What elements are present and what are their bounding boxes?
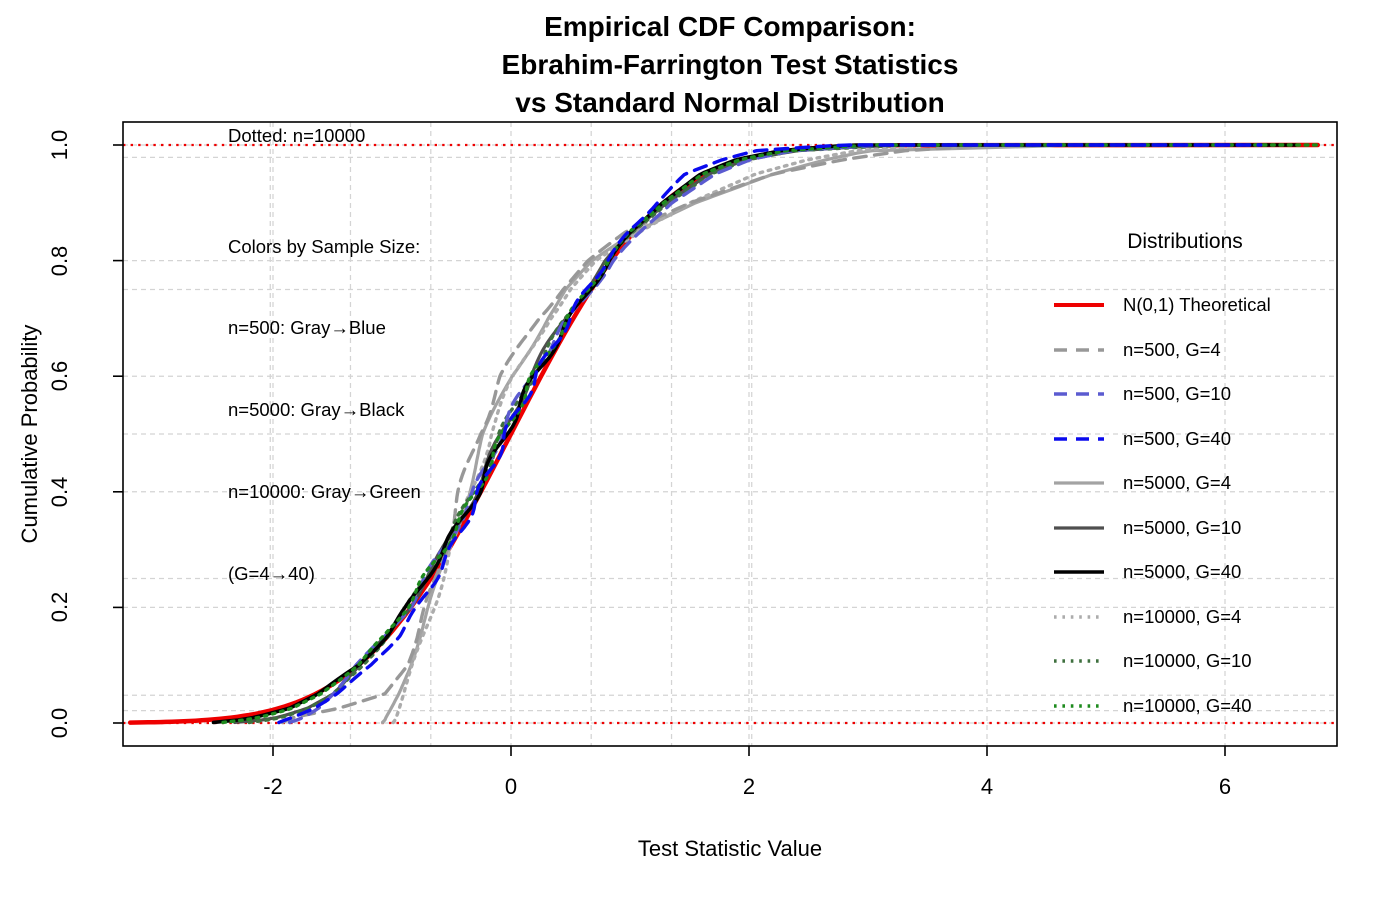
legend-item-label: n=10000, G=40 bbox=[1123, 694, 1252, 716]
legend-item-label: n=10000, G=10 bbox=[1123, 650, 1252, 672]
legend-item-label: N(0,1) Theoretical bbox=[1123, 294, 1271, 315]
legend-item: n=10000, G=40 bbox=[1053, 694, 1252, 716]
x-tick-label: 2 bbox=[742, 774, 756, 799]
cdf-curves bbox=[127, 142, 1322, 725]
legend-item: n=5000, G=40 bbox=[1053, 561, 1242, 583]
legend-line-sample bbox=[1054, 392, 1104, 396]
y-tick-label: 0.4 bbox=[47, 476, 72, 508]
chart-title: Empirical CDF Comparison: Ebrahim-Farrin… bbox=[123, 8, 1337, 122]
annotation-color-key-line: n=500: Gray→Blue bbox=[228, 317, 386, 339]
annotation-color-key-line: (G=4→40) bbox=[228, 563, 315, 585]
annotation-color-key-line: n=5000: Gray→Black bbox=[228, 399, 405, 421]
legend-item-label: n=500, G=4 bbox=[1123, 338, 1221, 360]
legend-line-sample bbox=[1054, 570, 1104, 575]
x-tick-label: 6 bbox=[1218, 774, 1232, 799]
annotation-color-key: Colors by Sample Size: n=500: Gray→Blue … bbox=[228, 178, 421, 642]
y-tick-label: 0.2 bbox=[47, 592, 72, 623]
x-tick-label: 0 bbox=[504, 774, 518, 799]
y-tick-label: 1.0 bbox=[47, 129, 72, 161]
x-axis-label: Test Statistic Value bbox=[637, 836, 823, 861]
legend-item-label: n=5000, G=40 bbox=[1123, 561, 1242, 583]
legend-item: n=5000, G=4 bbox=[1053, 472, 1232, 494]
legend-title: Distributions bbox=[1127, 230, 1243, 253]
legend-item-label: n=500, G=10 bbox=[1123, 383, 1232, 405]
legend-item: n=500, G=4 bbox=[1053, 338, 1221, 360]
annotation-color-key-line: n=10000: Gray→Green bbox=[228, 481, 421, 503]
y-tick-label: 0.0 bbox=[47, 707, 72, 739]
legend-item-label: n=500, G=40 bbox=[1123, 427, 1232, 449]
legend-line-sample bbox=[1054, 481, 1104, 485]
annotation-dotted-note: Dotted: n=10000 bbox=[228, 125, 366, 146]
cdf-curve-n-500-g-4 bbox=[280, 143, 1168, 725]
legend-line-sample bbox=[1054, 704, 1104, 708]
axis-tick-marks bbox=[113, 144, 1226, 756]
legend-item-label: n=5000, G=4 bbox=[1123, 472, 1232, 494]
y-tick-label: 0.6 bbox=[47, 360, 72, 392]
legend-item: n=10000, G=10 bbox=[1053, 650, 1252, 672]
y-axis-label: Cumulative Probability bbox=[17, 324, 42, 544]
cdf-curve-n-500-g-40 bbox=[277, 143, 1263, 725]
cdf-curve-n-5000-g-4 bbox=[380, 143, 1102, 725]
x-tick-label: 4 bbox=[980, 774, 994, 799]
legend-line-sample bbox=[1054, 659, 1104, 664]
plot-border bbox=[122, 121, 1338, 747]
legend-item: n=10000, G=4 bbox=[1053, 605, 1242, 627]
legend-item: n=5000, G=10 bbox=[1053, 516, 1242, 538]
legend-item-label: n=5000, G=10 bbox=[1123, 516, 1242, 538]
legend-line-sample bbox=[1054, 303, 1104, 307]
legend-line-sample bbox=[1054, 347, 1104, 352]
chart-title-line2: Ebrahim-Farrington Test Statistics bbox=[501, 49, 959, 80]
cdf-curve-n-10000-g-4 bbox=[391, 143, 1227, 725]
legend-line-sample bbox=[1054, 526, 1104, 530]
y-tick-label: 0.8 bbox=[47, 245, 72, 276]
cdf-curve-n-10000-g-40 bbox=[221, 143, 1322, 725]
annotation-color-key-line: Colors by Sample Size: bbox=[228, 235, 421, 257]
grid-lines bbox=[123, 122, 1337, 746]
legend-item: n=500, G=10 bbox=[1053, 383, 1232, 405]
legend-item: n=500, G=40 bbox=[1053, 427, 1232, 449]
legend-line-sample bbox=[1054, 615, 1104, 619]
legend-line-sample bbox=[1054, 436, 1104, 441]
legend-item-label: n=10000, G=4 bbox=[1123, 605, 1242, 627]
chart-title-line1: Empirical CDF Comparison: bbox=[544, 11, 916, 42]
x-tick-label: -2 bbox=[263, 774, 283, 799]
legend-item: N(0,1) Theoretical bbox=[1053, 294, 1271, 315]
chart-title-line3: vs Standard Normal Distribution bbox=[515, 87, 945, 118]
